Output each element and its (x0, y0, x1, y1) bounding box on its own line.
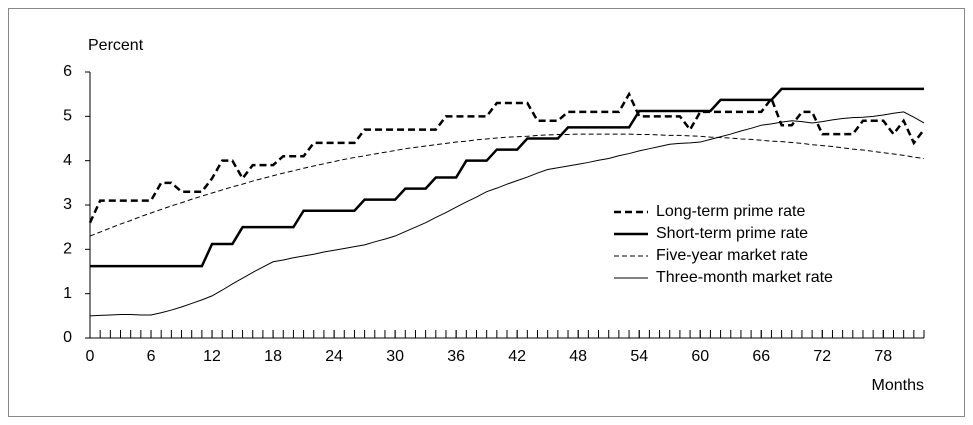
x-tick-label: 18 (264, 348, 282, 365)
series-line (89, 111, 925, 317)
x-tick-label: 72 (813, 348, 831, 365)
x-tick-label: 60 (691, 348, 709, 365)
series-line (88, 91, 925, 224)
x-axis-label: Months (872, 377, 924, 394)
x-tick-label: 12 (203, 348, 221, 365)
frame (8, 8, 965, 417)
x-tick-label: 0 (86, 348, 95, 365)
series-line (90, 87, 924, 268)
legend-label: Short-term prime rate (656, 225, 808, 242)
x-tick-label: 66 (752, 348, 770, 365)
x-tick-label: 42 (508, 348, 526, 365)
x-tick-label: 36 (447, 348, 465, 365)
y-axis-label: Percent (88, 37, 144, 54)
x-tick-label: 24 (325, 348, 343, 365)
y-tick-label: 2 (63, 241, 72, 258)
x-tick-label: 78 (874, 348, 892, 365)
x-tick-label: 54 (630, 348, 648, 365)
legend-label: Five-year market rate (656, 247, 808, 264)
x-tick-label: 48 (569, 348, 587, 365)
y-tick-label: 4 (63, 152, 72, 169)
x-tick-label: 30 (386, 348, 404, 365)
y-tick-label: 6 (63, 63, 72, 80)
y-tick-label: 5 (63, 108, 72, 125)
y-tick-label: 3 (63, 196, 72, 213)
series-line (89, 133, 925, 237)
x-tick-label: 6 (147, 348, 156, 365)
legend-label: Three-month market rate (656, 269, 833, 286)
y-tick-label: 0 (63, 329, 72, 346)
legend-label: Long-term prime rate (656, 203, 805, 220)
y-tick-label: 1 (63, 285, 72, 302)
